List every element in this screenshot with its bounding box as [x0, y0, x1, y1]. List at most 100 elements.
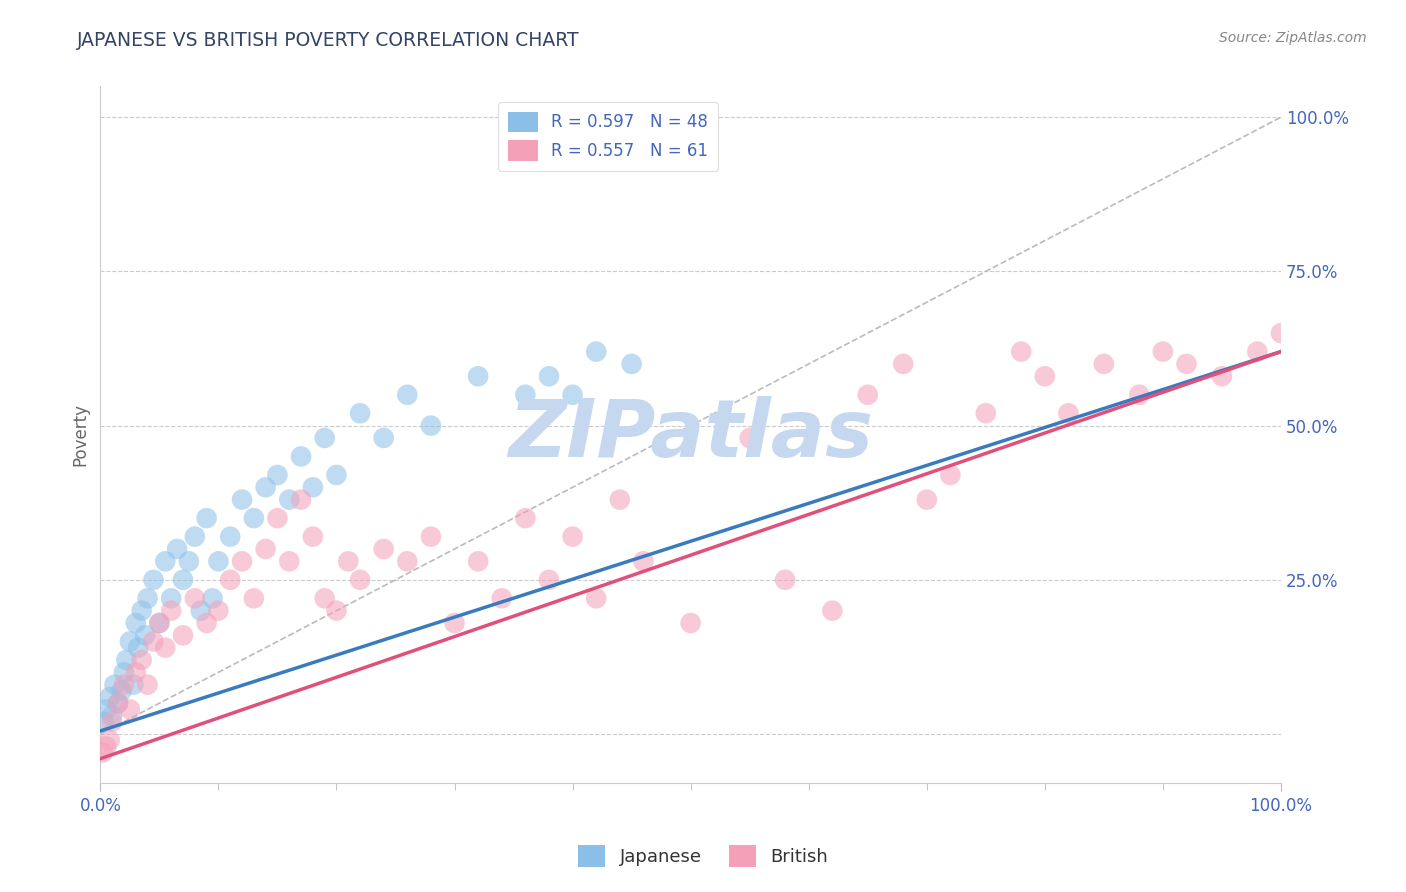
Point — [177, 554, 200, 568]
Point — [184, 591, 207, 606]
Point — [254, 480, 277, 494]
Point — [266, 467, 288, 482]
Point — [738, 431, 761, 445]
Point — [243, 591, 266, 606]
Point — [349, 573, 371, 587]
Point — [195, 615, 218, 630]
Y-axis label: Poverty: Poverty — [72, 403, 89, 467]
Point — [620, 357, 643, 371]
Point — [184, 530, 207, 544]
Point — [107, 696, 129, 710]
Point — [467, 554, 489, 568]
Point — [127, 640, 149, 655]
Point — [325, 604, 347, 618]
Point — [443, 615, 465, 630]
Point — [773, 573, 796, 587]
Point — [585, 344, 607, 359]
Point — [1092, 357, 1115, 371]
Point — [190, 604, 212, 618]
Point — [207, 554, 229, 568]
Point — [136, 591, 159, 606]
Point — [125, 665, 148, 680]
Point — [915, 492, 938, 507]
Point — [148, 615, 170, 630]
Point — [112, 678, 135, 692]
Point — [1270, 326, 1292, 340]
Point — [134, 628, 156, 642]
Point — [101, 714, 124, 729]
Point — [1033, 369, 1056, 384]
Point — [325, 467, 347, 482]
Legend: Japanese, British: Japanese, British — [571, 838, 835, 874]
Point — [314, 431, 336, 445]
Point — [172, 628, 194, 642]
Point — [302, 480, 325, 494]
Point — [118, 634, 141, 648]
Point — [278, 554, 301, 568]
Point — [856, 388, 879, 402]
Point — [1152, 344, 1174, 359]
Point — [1057, 406, 1080, 420]
Point — [122, 678, 145, 692]
Point — [633, 554, 655, 568]
Point — [290, 450, 312, 464]
Point — [561, 388, 583, 402]
Point — [166, 541, 188, 556]
Point — [219, 573, 242, 587]
Point — [136, 678, 159, 692]
Point — [373, 541, 395, 556]
Point — [537, 369, 560, 384]
Point — [266, 511, 288, 525]
Point — [96, 702, 118, 716]
Point — [349, 406, 371, 420]
Text: JAPANESE VS BRITISH POVERTY CORRELATION CHART: JAPANESE VS BRITISH POVERTY CORRELATION … — [77, 31, 579, 50]
Point — [118, 702, 141, 716]
Point — [491, 591, 513, 606]
Point — [142, 573, 165, 587]
Point — [515, 511, 537, 525]
Point — [290, 492, 312, 507]
Point — [396, 388, 419, 402]
Point — [373, 431, 395, 445]
Text: Source: ZipAtlas.com: Source: ZipAtlas.com — [1219, 31, 1367, 45]
Point — [974, 406, 997, 420]
Point — [125, 615, 148, 630]
Point — [195, 511, 218, 525]
Point — [103, 678, 125, 692]
Point — [1211, 369, 1233, 384]
Point — [131, 604, 153, 618]
Point — [107, 696, 129, 710]
Point — [115, 653, 138, 667]
Point — [585, 591, 607, 606]
Point — [207, 604, 229, 618]
Point — [821, 604, 844, 618]
Point — [243, 511, 266, 525]
Point — [609, 492, 631, 507]
Point — [337, 554, 360, 568]
Point — [1246, 344, 1268, 359]
Point — [561, 530, 583, 544]
Point — [110, 683, 132, 698]
Point — [101, 708, 124, 723]
Point — [98, 690, 121, 704]
Point — [278, 492, 301, 507]
Point — [96, 739, 118, 754]
Point — [515, 388, 537, 402]
Point — [467, 369, 489, 384]
Text: ZIPatlas: ZIPatlas — [508, 396, 873, 474]
Point — [254, 541, 277, 556]
Point — [148, 615, 170, 630]
Point — [396, 554, 419, 568]
Point — [231, 492, 253, 507]
Point — [219, 530, 242, 544]
Point — [155, 554, 177, 568]
Point — [142, 634, 165, 648]
Point — [891, 357, 914, 371]
Point — [419, 418, 441, 433]
Point — [155, 640, 177, 655]
Point — [112, 665, 135, 680]
Point — [1175, 357, 1198, 371]
Point — [679, 615, 702, 630]
Point — [1010, 344, 1032, 359]
Point — [231, 554, 253, 568]
